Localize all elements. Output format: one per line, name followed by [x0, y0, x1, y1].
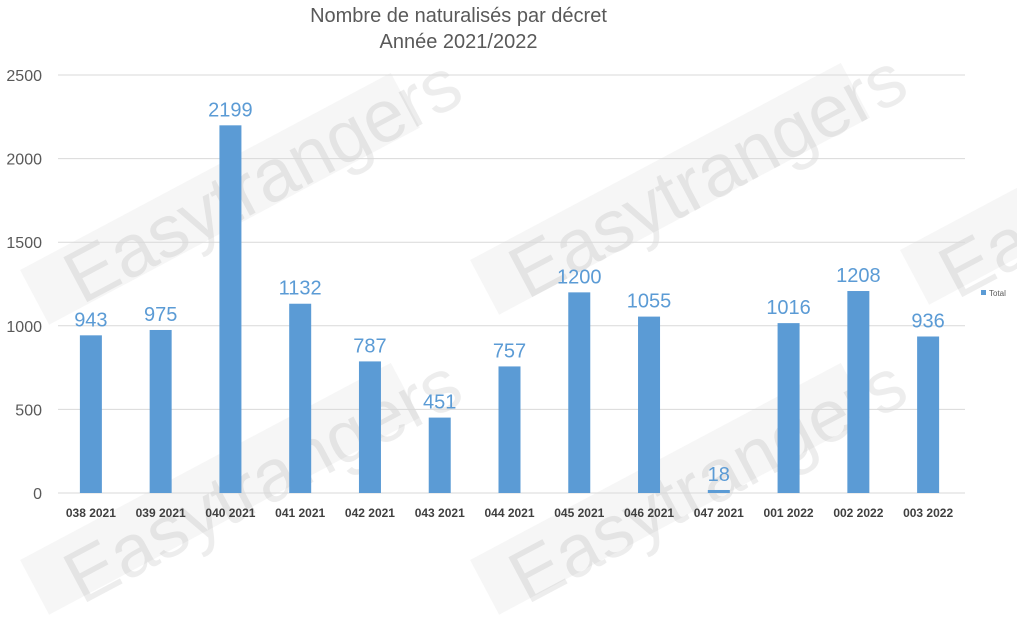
bar [149, 329, 172, 493]
data-label: 936 [911, 311, 944, 333]
bar [428, 417, 451, 493]
data-label: 1055 [627, 291, 672, 313]
x-tick-label: 040 2021 [205, 506, 255, 520]
x-tick-label: 002 2022 [833, 506, 883, 520]
x-tick-label: 047 2021 [694, 506, 744, 520]
bar [289, 303, 312, 493]
y-tick-label: 1000 [6, 319, 42, 336]
x-tick-label: 043 2021 [415, 506, 465, 520]
legend-swatch [981, 290, 986, 295]
data-label: 1200 [557, 266, 602, 288]
data-label: 1016 [766, 297, 811, 319]
data-label: 943 [74, 309, 107, 331]
bar [638, 316, 661, 493]
chart-subtitle: Année 2021/2022 [379, 31, 538, 53]
data-label: 757 [493, 340, 526, 362]
y-tick-label: 2500 [6, 68, 42, 85]
x-tick-label: 038 2021 [66, 506, 116, 520]
data-label: 1132 [279, 278, 322, 300]
x-tick-label: 039 2021 [136, 506, 186, 520]
y-tick-label: 2000 [6, 152, 42, 169]
x-tick-label: 042 2021 [345, 506, 395, 520]
x-tick-label: 046 2021 [624, 506, 674, 520]
bar [219, 125, 242, 493]
data-label: 787 [353, 335, 386, 357]
chart-container: Easytrangers Easytrangers Easytrangers E… [6, 5, 1017, 619]
x-tick-label: 003 2022 [903, 506, 953, 520]
data-label: 451 [423, 392, 456, 414]
x-tick-label: 041 2021 [275, 506, 325, 520]
bar [847, 291, 870, 493]
x-tick-label: 001 2022 [764, 506, 814, 520]
bar [358, 361, 381, 493]
data-label: 1208 [836, 265, 881, 287]
y-tick-label: 1500 [6, 235, 42, 252]
bar [707, 489, 730, 493]
legend-label: Total [989, 289, 1006, 298]
chart-title: Nombre de naturalisés par décret [310, 5, 607, 27]
y-tick-label: 0 [33, 486, 42, 503]
bar-chart: 0 500 1000 1500 2000 2500 943 038 2021 975 039 20… [6, 68, 1006, 520]
bar [777, 323, 800, 493]
y-tick-label: 500 [15, 402, 42, 419]
x-tick-label: 044 2021 [484, 506, 534, 520]
bar [568, 292, 591, 493]
bar [917, 336, 940, 493]
data-label: 975 [144, 304, 177, 326]
bar [79, 335, 102, 493]
data-label: 18 [708, 464, 730, 486]
bar [498, 366, 521, 493]
x-tick-label: 045 2021 [554, 506, 604, 520]
data-label: 2199 [208, 99, 253, 121]
